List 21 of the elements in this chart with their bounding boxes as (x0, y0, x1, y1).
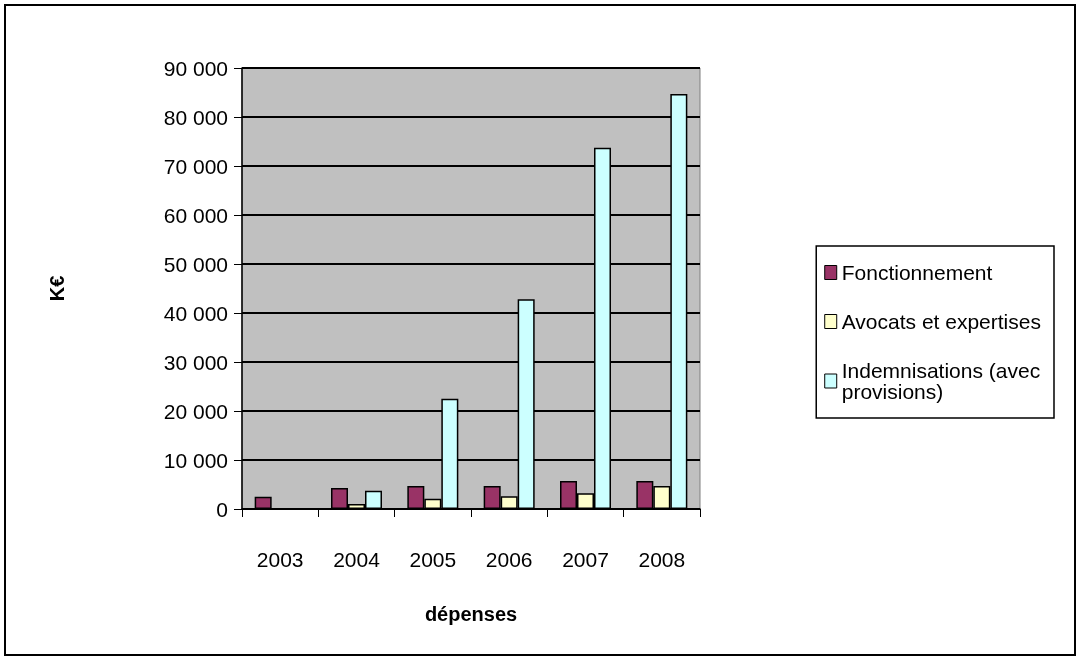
x-tick-label: 2008 (638, 548, 686, 571)
y-axis-title: K€ (46, 275, 68, 302)
y-tick-label: 50 000 (163, 252, 228, 276)
y-tick-label: 70 000 (163, 154, 228, 178)
x-axis-title: dépenses (424, 603, 518, 625)
legend-label: Indemnisations (avec provisions) (841, 359, 1047, 403)
x-tick-label: 2004 (333, 548, 381, 571)
y-tick-label: 10 000 (163, 448, 228, 472)
x-tick-label: 2006 (485, 548, 533, 571)
y-tick-label: 0 (216, 497, 228, 521)
x-tick-label: 2007 (562, 548, 609, 571)
y-tick-label: 60 000 (163, 203, 228, 227)
y-tick-label: 80 000 (163, 105, 228, 129)
y-tick-label: 40 000 (163, 301, 228, 325)
y-tick-label: 20 000 (163, 399, 228, 423)
x-tick-label: 2005 (409, 548, 457, 571)
legend-label: Avocats et expertises (841, 310, 1041, 333)
y-tick-label: 90 000 (163, 56, 228, 80)
legend-label: Fonctionnement (841, 261, 993, 284)
y-tick-label: 30 000 (163, 350, 228, 374)
x-tick-label: 2003 (256, 548, 304, 571)
